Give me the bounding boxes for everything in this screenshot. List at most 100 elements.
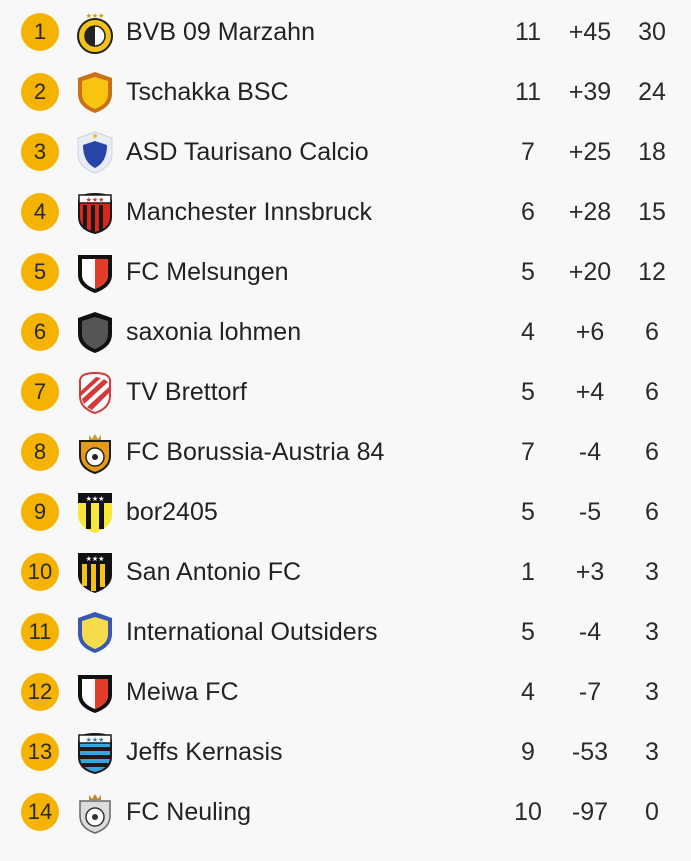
- team-name: Tschakka BSC: [126, 78, 289, 106]
- matches-played: 4: [521, 678, 535, 706]
- team-name: saxonia lohmen: [126, 318, 302, 346]
- crest-ball-orange-black-icon: [74, 429, 116, 475]
- rank-badge: 5: [21, 253, 59, 291]
- table-row[interactable]: 14 FC Neuling 10 -97 0: [0, 782, 691, 842]
- rank-badge: 4: [21, 193, 59, 231]
- goal-difference: +45: [568, 18, 612, 46]
- matches-played: 6: [521, 198, 535, 226]
- points: 12: [638, 258, 666, 286]
- rank-badge: 14: [21, 793, 59, 831]
- table-row[interactable]: 11 International Outsiders 5 -4 3: [0, 602, 691, 662]
- matches-played: 10: [514, 798, 542, 826]
- crest-shield-red-white-icon: [74, 669, 116, 715]
- points: 3: [645, 558, 659, 586]
- goal-difference: +28: [568, 198, 612, 226]
- matches-played: 9: [521, 738, 535, 766]
- table-row[interactable]: 6 saxonia lohmen 4 +6 6: [0, 302, 691, 362]
- goal-difference: +6: [575, 318, 605, 346]
- crest-stripes-red-black-icon: ★★★: [74, 189, 116, 235]
- table-row[interactable]: 4 ★★★ Manchester Innsbruck 6 +28 15: [0, 182, 691, 242]
- points: 0: [645, 798, 659, 826]
- team-name: FC Neuling: [126, 798, 252, 826]
- matches-played: 5: [521, 378, 535, 406]
- goal-difference: -4: [578, 618, 602, 646]
- team-name: San Antonio FC: [126, 558, 302, 586]
- rank-badge: 12: [21, 673, 59, 711]
- rank-badge: 10: [21, 553, 59, 591]
- rank-badge: 1: [21, 13, 59, 51]
- points: 6: [645, 438, 659, 466]
- table-row[interactable]: 2 Tschakka BSC 11 +39 24: [0, 62, 691, 122]
- table-row[interactable]: 13 ★★★ Jeffs Kernasis 9 -53 3: [0, 722, 691, 782]
- crest-ball-grey-white-icon: [74, 789, 116, 835]
- matches-played: 7: [521, 438, 535, 466]
- table-row[interactable]: 12 Meiwa FC 4 -7 3: [0, 662, 691, 722]
- crest-shield-blue-yellow-icon: [74, 609, 116, 655]
- table-row[interactable]: 10 ★★★ San Antonio FC 1 +3 3: [0, 542, 691, 602]
- team-name: ASD Taurisano Calcio: [126, 138, 369, 166]
- points: 30: [638, 18, 666, 46]
- goal-difference: -4: [578, 438, 602, 466]
- rank-badge: 13: [21, 733, 59, 771]
- points: 6: [645, 498, 659, 526]
- crest-round-yellow-black-icon: ★★★: [74, 9, 116, 55]
- points: 6: [645, 378, 659, 406]
- svg-text:★★★: ★★★: [86, 555, 105, 563]
- goal-difference: +39: [568, 78, 612, 106]
- crest-shield-red-white-icon: [74, 249, 116, 295]
- team-name: International Outsiders: [126, 618, 378, 646]
- table-row[interactable]: 3 ASD Taurisano Calcio 7 +25 18: [0, 122, 691, 182]
- rank-badge: 6: [21, 313, 59, 351]
- points: 3: [645, 678, 659, 706]
- svg-text:★★★: ★★★: [86, 12, 105, 20]
- rank-badge: 3: [21, 133, 59, 171]
- team-name: FC Borussia-Austria 84: [126, 438, 385, 466]
- matches-played: 11: [515, 18, 541, 46]
- matches-played: 5: [521, 498, 535, 526]
- matches-played: 4: [521, 318, 535, 346]
- team-name: bor2405: [126, 498, 218, 526]
- rank-badge: 11: [21, 613, 59, 651]
- rank-badge: 8: [21, 433, 59, 471]
- rank-badge: 2: [21, 73, 59, 111]
- matches-played: 5: [521, 618, 535, 646]
- matches-played: 7: [521, 138, 535, 166]
- rank-badge: 9: [21, 493, 59, 531]
- matches-played: 1: [521, 558, 535, 586]
- table-row[interactable]: 8 FC Borussia-Austria 84 7 -4 6: [0, 422, 691, 482]
- team-name: FC Melsungen: [126, 258, 289, 286]
- goal-difference: +4: [575, 378, 605, 406]
- table-row[interactable]: 5 FC Melsungen 5 +20 12: [0, 242, 691, 302]
- svg-text:★★★: ★★★: [86, 196, 105, 204]
- svg-text:★★★: ★★★: [86, 736, 105, 744]
- team-name: Meiwa FC: [126, 678, 239, 706]
- crest-shield-orange-yellow-icon: [74, 69, 116, 115]
- matches-played: 11: [515, 78, 541, 106]
- crest-stripes-yellow-black-icon: ★★★: [74, 489, 116, 535]
- goal-difference: -53: [571, 738, 609, 766]
- points: 15: [638, 198, 666, 226]
- points: 24: [638, 78, 666, 106]
- points: 3: [645, 738, 659, 766]
- team-name: Jeffs Kernasis: [126, 738, 283, 766]
- points: 18: [638, 138, 666, 166]
- matches-played: 5: [521, 258, 535, 286]
- table-row[interactable]: 7 TV Brettorf 5 +4 6: [0, 362, 691, 422]
- crest-diagonal-red-white-icon: [74, 369, 116, 415]
- crest-shield-blue-white-icon: [74, 129, 116, 175]
- goal-difference: +3: [575, 558, 605, 586]
- crest-stripes-black-yellow-icon: ★★★: [74, 549, 116, 595]
- points: 6: [645, 318, 659, 346]
- table-row[interactable]: 9 ★★★ bor2405 5 -5 6: [0, 482, 691, 542]
- table-row[interactable]: 1 ★★★ BVB 09 Marzahn 11 +45 30: [0, 2, 691, 62]
- team-name: TV Brettorf: [126, 378, 247, 406]
- team-name: BVB 09 Marzahn: [126, 18, 315, 46]
- team-name: Manchester Innsbruck: [126, 198, 372, 226]
- goal-difference: -5: [578, 498, 602, 526]
- goal-difference: -97: [571, 798, 609, 826]
- crest-stripes-blue-black-icon: ★★★: [74, 729, 116, 775]
- rank-badge: 7: [21, 373, 59, 411]
- goal-difference: -7: [578, 678, 602, 706]
- svg-text:★★★: ★★★: [86, 495, 105, 503]
- crest-shield-black-grey-icon: [74, 309, 116, 355]
